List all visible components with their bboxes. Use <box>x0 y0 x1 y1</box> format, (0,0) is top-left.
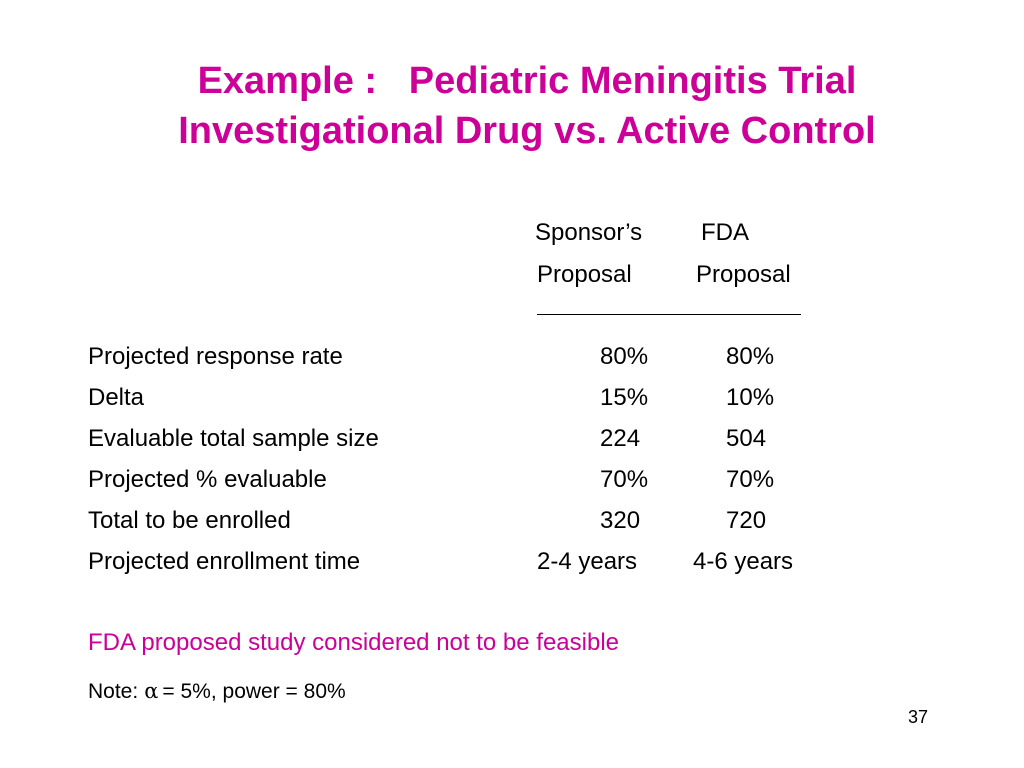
sponsor-header-line-2: Proposal <box>537 261 632 288</box>
table-row: Delta 15% 10% <box>0 381 1024 415</box>
sponsor-value: 224 <box>600 425 641 452</box>
note-text: = 5%, power = 80% <box>162 680 346 703</box>
fda-value: 504 <box>726 425 767 452</box>
fda-value: 10% <box>726 384 775 411</box>
fda-value: 720 <box>726 507 767 534</box>
page-number: 37 <box>908 707 929 727</box>
table-row: Projected response rate 80% 80% <box>0 340 1024 374</box>
slide-title: Example : Pediatric Meningitis Trial Inv… <box>0 56 1024 156</box>
fda-value: 70% <box>726 466 775 493</box>
sponsor-value: 2-4 years <box>537 548 638 575</box>
row-label: Evaluable total sample size <box>88 425 379 452</box>
note-prefix: Note: <box>88 680 139 703</box>
footnote: Note: α = 5%, power = 80% <box>88 677 346 706</box>
fda-value: 80% <box>726 343 775 370</box>
sponsor-value: 15% <box>600 384 649 411</box>
table-row: Evaluable total sample size 224 504 <box>0 422 1024 456</box>
slide-title-line-1: Example : Pediatric Meningitis Trial <box>197 60 857 102</box>
fda-header-line-2: Proposal <box>696 261 791 288</box>
row-label: Projected response rate <box>88 343 343 370</box>
table-row: Total to be enrolled 320 720 <box>0 504 1024 538</box>
row-label: Total to be enrolled <box>88 507 291 534</box>
header-divider <box>537 314 801 315</box>
row-label: Projected % evaluable <box>88 466 327 493</box>
table-row: Projected enrollment time 2-4 years 4-6 … <box>0 545 1024 579</box>
fda-value: 4-6 years <box>693 548 794 575</box>
table-row: Projected % evaluable 70% 70% <box>0 463 1024 497</box>
fda-header-line-1: FDA <box>701 219 749 246</box>
sponsor-value: 70% <box>600 466 649 493</box>
sponsor-value: 320 <box>600 507 641 534</box>
row-label: Delta <box>88 384 145 411</box>
slide-title-line-2: Investigational Drug vs. Active Control <box>178 110 876 152</box>
row-label: Projected enrollment time <box>88 548 361 575</box>
sponsor-value: 80% <box>600 343 649 370</box>
alpha-symbol: α <box>144 679 159 703</box>
sponsor-header-line-1: Sponsor’s <box>535 219 643 246</box>
conclusion-text: FDA proposed study considered not to be … <box>88 629 619 656</box>
